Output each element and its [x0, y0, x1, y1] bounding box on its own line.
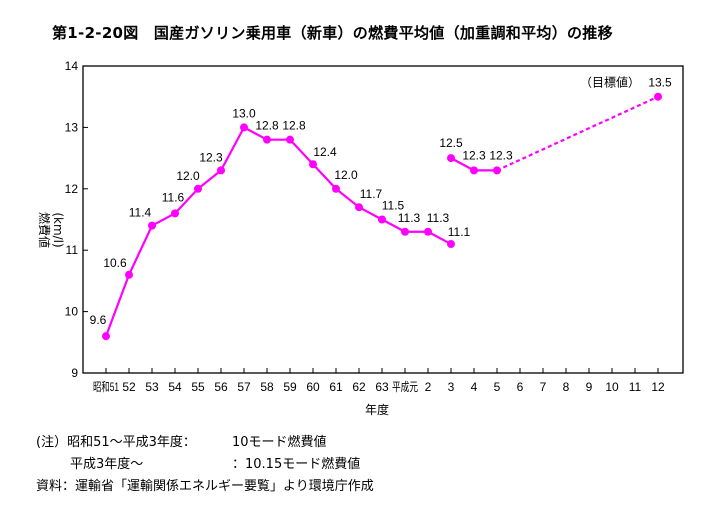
x-tick-label: 8	[563, 380, 570, 394]
data-point	[102, 332, 110, 341]
x-tick-label: 6	[517, 380, 524, 394]
data-label: 12.5	[439, 136, 463, 150]
data-point	[286, 135, 294, 144]
x-tick-label: 63	[375, 380, 389, 394]
data-label: 11.3	[398, 211, 421, 225]
series-line	[104, 125, 452, 337]
note-label: (注）昭和51～平成3年度：	[36, 435, 196, 450]
x-tick-label: 昭和51	[93, 380, 119, 394]
data-point	[378, 215, 386, 224]
data-point	[355, 203, 363, 212]
data-point	[332, 184, 340, 193]
data-label: 12.8	[255, 119, 279, 133]
x-tick-label: 12	[651, 380, 665, 394]
data-label: 11.3	[427, 211, 450, 225]
data-label: 12.8	[282, 119, 306, 133]
data-point	[125, 270, 133, 279]
data-point	[194, 184, 202, 193]
x-tick-label: 58	[260, 380, 274, 394]
data-point	[654, 92, 662, 101]
y-tick-label: 14	[65, 59, 79, 73]
data-label: 12.4	[313, 145, 337, 159]
y-tick-label: 9	[71, 366, 78, 380]
y-tick-label: 13	[65, 120, 79, 134]
source-label: 資料：	[36, 479, 76, 494]
x-tick-label: 平成元	[392, 380, 418, 394]
data-label: 12.3	[489, 148, 513, 162]
x-tick-label: 55	[191, 380, 205, 394]
note-text: 10モード燃費値	[232, 435, 327, 450]
x-tick-label: 53	[145, 380, 159, 394]
data-label: 11.7	[360, 187, 383, 201]
source-text: 運輸省「運輸関係エネルギー要覧」より環境庁作成	[75, 479, 374, 494]
data-label: 13.5	[648, 76, 672, 90]
chart-series	[102, 92, 662, 341]
x-tick-label: 60	[306, 380, 320, 394]
note-label: 平成3年度～	[70, 457, 144, 472]
chart-data-labels: 9.610.611.411.612.012.313.012.8 12.812.41…	[90, 75, 672, 327]
data-point	[263, 135, 271, 144]
y-axis-unit: (km/l)	[51, 212, 65, 247]
data-point	[447, 154, 455, 163]
x-tick-label: 61	[329, 380, 343, 394]
x-tick-label: 10	[605, 380, 619, 394]
x-tick-label: 9	[586, 380, 593, 394]
note-text: ：10.15モード燃費値	[232, 457, 361, 472]
y-tick-label: 10	[65, 305, 79, 319]
x-tick-label: 7	[540, 380, 547, 394]
target-trend-line	[496, 95, 659, 172]
notes: (注）昭和51～平成3年度： 10モード燃費値 平成3年度～ ：10.15モード…	[36, 432, 374, 498]
x-tick-label: 54	[168, 380, 182, 394]
data-point	[240, 123, 248, 132]
x-tick-label: 59	[283, 380, 297, 394]
data-point	[217, 166, 225, 175]
x-tick-label: 62	[352, 380, 366, 394]
data-label: 10.6	[103, 256, 127, 270]
x-axis-title: 年度	[365, 402, 389, 417]
data-label: 11.4	[129, 206, 152, 220]
data-point	[470, 166, 478, 175]
y-tick-label: 11	[66, 243, 79, 257]
x-tick-label: 2	[425, 380, 432, 394]
source-row: 資料： 運輸省「運輸関係エネルギー要覧」より環境庁作成	[36, 476, 374, 498]
x-tick-label: 11	[629, 380, 642, 394]
data-label: 11.1	[448, 225, 471, 239]
x-tick-label: 5	[494, 380, 501, 394]
data-label: 12.3	[462, 148, 486, 162]
data-label: 11.6	[162, 190, 185, 204]
data-label: 12.0	[334, 168, 358, 182]
note-row: 平成3年度～ ：10.15モード燃費値	[36, 454, 374, 476]
plot-frame	[82, 65, 684, 374]
y-axis-title: 燃費値	[37, 212, 52, 248]
data-label: 11.5	[382, 199, 405, 213]
data-point	[424, 227, 432, 236]
data-point	[401, 227, 409, 236]
note-row: (注）昭和51～平成3年度： 10モード燃費値	[36, 432, 374, 454]
x-tick-label: 52	[122, 380, 136, 394]
data-point	[171, 209, 179, 218]
data-point	[309, 160, 317, 169]
data-label: 13.0	[232, 106, 256, 120]
data-label: 9.6	[90, 313, 107, 327]
x-tick-label: 4	[471, 380, 478, 394]
data-label: 12.0	[176, 169, 200, 183]
target-annotation: （目標値）	[580, 75, 640, 90]
chart-title: 第1-2-20図 国産ガソリン乗用車（新車）の燃費平均値（加重調和平均）の推移	[52, 24, 613, 42]
data-label: 12.3	[199, 150, 223, 164]
x-tick-label: 56	[214, 380, 228, 394]
data-point	[447, 240, 455, 249]
y-tick-label: 12	[65, 182, 79, 196]
x-tick-label: 3	[448, 380, 455, 394]
data-point	[148, 221, 156, 230]
x-tick-label: 57	[237, 380, 251, 394]
